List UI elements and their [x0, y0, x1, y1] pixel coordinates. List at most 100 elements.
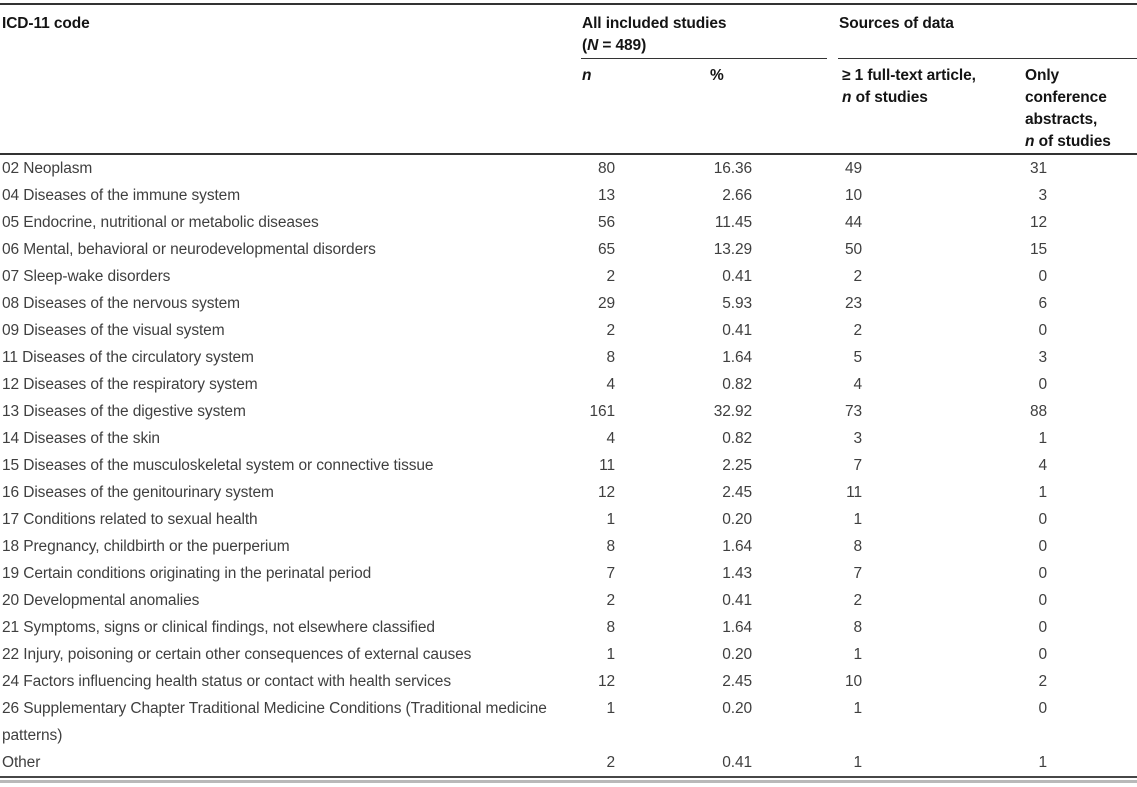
cell-percent: 16.36	[713, 160, 752, 177]
cell-conference-n: 12	[1029, 214, 1048, 231]
cell-fulltext-n: 8	[853, 619, 863, 636]
table-row: 05 Endocrine, nutritional or metabolic d…	[0, 209, 1137, 236]
cell-n: 2	[606, 268, 615, 285]
cell-percent: 5.93	[722, 295, 752, 312]
table-row: 07 Sleep-wake disorders 2 0.41 2 0	[0, 263, 1137, 290]
row-label: 12 Diseases of the respiratory system	[2, 376, 258, 393]
cell-conference-n: 1	[1038, 430, 1048, 447]
cell-percent: 0.41	[722, 592, 752, 609]
row-label: 04 Diseases of the immune system	[2, 187, 241, 204]
table-row: 11 Diseases of the circulatory system 8 …	[0, 344, 1137, 371]
row-label: 08 Diseases of the nervous system	[2, 295, 240, 312]
cell-n: 8	[606, 538, 615, 555]
cell-conference-n: 1	[1038, 754, 1048, 771]
table-row: 12 Diseases of the respiratory system 4 …	[0, 371, 1137, 398]
cell-n: 12	[597, 484, 615, 501]
italic-n: n	[842, 89, 852, 106]
cell-n: 56	[597, 214, 615, 231]
cell-fulltext-n: 4	[853, 376, 863, 393]
cell-conference-n: 0	[1038, 376, 1048, 393]
cell-percent: 0.41	[722, 268, 752, 285]
row-label: 17 Conditions related to sexual health	[2, 511, 258, 528]
row-label: 16 Diseases of the genitourinary system	[2, 484, 274, 501]
row-label: 22 Injury, poisoning or certain other co…	[2, 646, 472, 663]
group-all-studies-line2: (N = 489)	[582, 37, 647, 54]
cell-conference-n: 0	[1038, 538, 1048, 555]
cell-fulltext-n: 50	[844, 241, 863, 258]
cell-percent: 0.20	[722, 646, 752, 663]
cell-n: 80	[597, 160, 615, 177]
row-label: Other	[2, 754, 41, 771]
table-row: 20 Developmental anomalies 2 0.41 2 0	[0, 587, 1137, 614]
row-label: 18 Pregnancy, childbirth or the puerperi…	[2, 538, 290, 555]
cell-conference-n: 0	[1038, 322, 1048, 339]
row-label: 06 Mental, behavioral or neurodevelopmen…	[2, 241, 376, 258]
group-header-all-included-studies: All included studies (N = 489)	[581, 4, 838, 59]
cell-percent: 0.41	[722, 754, 752, 771]
table-row: 26 Supplementary Chapter Traditional Med…	[0, 695, 1137, 749]
cell-fulltext-n: 2	[853, 268, 863, 285]
table-row: 22 Injury, poisoning or certain other co…	[0, 641, 1137, 668]
column-header-icd11-code: ICD-11 code	[0, 4, 581, 155]
cell-fulltext-n: 2	[853, 592, 863, 609]
table-row: Other 2 0.41 1 1	[0, 749, 1137, 777]
table-row: 16 Diseases of the genitourinary system …	[0, 479, 1137, 506]
cell-n: 29	[597, 295, 615, 312]
group-underline-all-studies	[581, 57, 828, 59]
cell-n: 4	[606, 430, 615, 447]
row-label: 02 Neoplasm	[2, 160, 93, 177]
table-row: 09 Diseases of the visual system 2 0.41 …	[0, 317, 1137, 344]
cell-fulltext-n: 44	[844, 214, 863, 231]
cell-conference-n: 6	[1038, 295, 1048, 312]
cell-n: 2	[606, 592, 615, 609]
column-header-percent: %	[700, 59, 839, 155]
column-header-n: n	[581, 59, 700, 155]
cell-percent: 11.45	[714, 214, 752, 231]
column-header-fulltext: ≥ 1 full-text article, n of studies	[838, 59, 1021, 155]
row-label: 20 Developmental anomalies	[2, 592, 200, 609]
cell-conference-n: 88	[1029, 403, 1048, 420]
cell-n: 161	[589, 403, 615, 420]
cell-percent: 1.64	[722, 538, 752, 555]
icd11-distribution-table: ICD-11 code All included studies (N = 48…	[0, 3, 1137, 778]
cell-conference-n: 0	[1038, 646, 1048, 663]
row-label: 09 Diseases of the visual system	[2, 322, 225, 339]
cell-percent: 13.29	[713, 241, 752, 258]
cell-conference-n: 0	[1038, 592, 1048, 609]
cell-n: 7	[606, 565, 615, 582]
cell-fulltext-n: 1	[853, 511, 863, 528]
cell-fulltext-n: 73	[844, 403, 863, 420]
cell-fulltext-n: 7	[853, 565, 863, 582]
bottom-rule	[0, 780, 1137, 783]
group-sources-title: Sources of data	[839, 15, 954, 32]
row-label: 26 Supplementary Chapter Traditional Med…	[2, 700, 547, 744]
row-label: 24 Factors influencing health status or …	[2, 673, 451, 690]
cell-percent: 1.64	[722, 619, 752, 636]
group-header-sources-of-data: Sources of data	[838, 4, 1137, 59]
cell-conference-n: 0	[1038, 700, 1048, 717]
row-label: 15 Diseases of the musculoskeletal syste…	[2, 457, 434, 474]
cell-n: 12	[597, 673, 615, 690]
cell-n: 11	[599, 457, 615, 474]
cell-fulltext-n: 7	[853, 457, 863, 474]
cell-n: 8	[606, 619, 615, 636]
row-label: 13 Diseases of the digestive system	[2, 403, 246, 420]
table-row: 17 Conditions related to sexual health 1…	[0, 506, 1137, 533]
cell-n: 8	[606, 349, 615, 366]
table-row: 08 Diseases of the nervous system 29 5.9…	[0, 290, 1137, 317]
cell-percent: 2.66	[722, 187, 752, 204]
cell-fulltext-n: 10	[844, 673, 863, 690]
cell-conference-n: 3	[1038, 187, 1048, 204]
cell-conference-n: 2	[1038, 673, 1048, 690]
table-row: 24 Factors influencing health status or …	[0, 668, 1137, 695]
row-label: 19 Certain conditions originating in the…	[2, 565, 372, 582]
row-label: 07 Sleep-wake disorders	[2, 268, 171, 285]
table-header: ICD-11 code All included studies (N = 48…	[0, 4, 1137, 155]
group-underline-sources	[838, 57, 1137, 59]
cell-n: 13	[597, 187, 615, 204]
cell-percent: 1.64	[722, 349, 752, 366]
cell-percent: 0.82	[722, 430, 752, 447]
cell-conference-n: 15	[1029, 241, 1048, 258]
cell-fulltext-n: 11	[846, 484, 863, 501]
